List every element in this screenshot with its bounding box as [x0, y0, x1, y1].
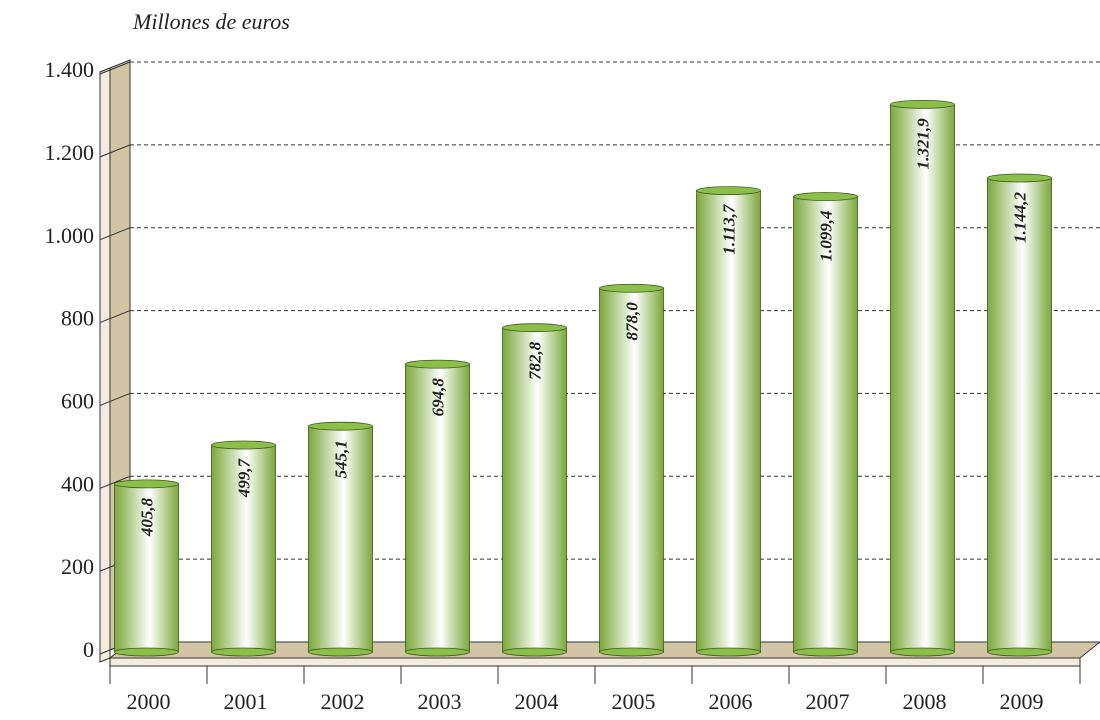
bar — [890, 103, 955, 653]
value-label: 1.144,2 — [1010, 191, 1029, 243]
bar-top — [405, 359, 470, 369]
bar-base — [793, 647, 858, 657]
tick-mark — [99, 61, 131, 75]
value-label: 782,8 — [525, 341, 544, 380]
bar — [114, 483, 179, 653]
y-tick-label: 1.000 — [45, 223, 95, 248]
bar-top — [502, 323, 567, 333]
y-tick-label: 1.200 — [45, 140, 95, 165]
bar-top — [211, 440, 276, 450]
tick-mark — [99, 392, 131, 406]
x-tick-label: 2000 — [127, 689, 171, 714]
bar-top — [696, 186, 761, 196]
x-tick-label: 2004 — [515, 689, 559, 714]
bar-base — [405, 647, 470, 657]
bar — [599, 287, 664, 653]
bar-top — [890, 99, 955, 109]
axis-title: Millones de euros — [132, 9, 290, 34]
value-label: 405,8 — [137, 497, 156, 537]
bar-base — [308, 647, 373, 657]
y-tick-label: 200 — [61, 554, 94, 579]
value-label: 1.321,9 — [913, 118, 932, 170]
y-tick-label: 600 — [61, 388, 94, 413]
bar — [405, 363, 470, 653]
bar — [696, 190, 761, 653]
left-wall-front — [99, 67, 111, 663]
bar-top — [308, 421, 373, 431]
bar-base — [211, 647, 276, 657]
bar-base — [114, 647, 179, 657]
bar-base — [599, 647, 664, 657]
bar-base — [696, 647, 761, 657]
bar-top — [793, 192, 858, 201]
value-label: 1.099,4 — [816, 211, 835, 262]
x-tick-label: 2002 — [321, 689, 365, 714]
tick-mark — [99, 227, 131, 241]
x-tick-label: 2005 — [612, 689, 656, 714]
bar-top — [599, 283, 664, 293]
tick-mark — [99, 310, 131, 324]
tick-mark — [99, 475, 131, 489]
bar-base — [890, 647, 955, 657]
value-label: 499,7 — [234, 457, 253, 498]
bar — [502, 327, 567, 653]
tick-mark — [99, 144, 131, 158]
floor-front — [109, 657, 1081, 667]
x-tick-label: 2009 — [1000, 689, 1044, 714]
value-label: 545,1 — [331, 440, 350, 478]
y-tick-label: 400 — [61, 471, 94, 496]
x-tick-label: 2001 — [224, 689, 268, 714]
bar-base — [987, 647, 1052, 657]
bar — [793, 196, 858, 653]
x-tick-label: 2006 — [709, 689, 753, 714]
x-tick-label: 2007 — [806, 689, 850, 714]
bar-base — [502, 647, 567, 657]
x-tick-label: 2008 — [903, 689, 947, 714]
bar-top — [114, 479, 179, 489]
value-label: 1.113,7 — [719, 203, 738, 255]
y-tick-label: 1.400 — [45, 57, 95, 82]
y-tick-label: 0 — [83, 637, 94, 662]
y-tick-label: 800 — [61, 306, 94, 331]
x-tick-label: 2003 — [418, 689, 462, 714]
value-label: 694,8 — [428, 378, 447, 417]
bar — [308, 425, 373, 653]
bar-top — [987, 173, 1052, 183]
value-label: 878,0 — [622, 302, 641, 341]
bar — [987, 177, 1052, 653]
